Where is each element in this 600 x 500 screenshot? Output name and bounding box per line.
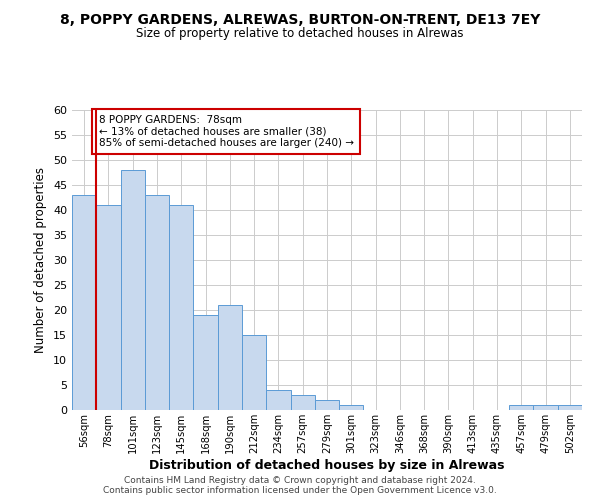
Text: Contains HM Land Registry data © Crown copyright and database right 2024.: Contains HM Land Registry data © Crown c… bbox=[124, 476, 476, 485]
Bar bbox=[339, 405, 364, 410]
Bar bbox=[266, 390, 290, 410]
Bar bbox=[121, 170, 145, 410]
Bar bbox=[96, 205, 121, 410]
Bar bbox=[242, 335, 266, 410]
Text: Contains public sector information licensed under the Open Government Licence v3: Contains public sector information licen… bbox=[103, 486, 497, 495]
X-axis label: Distribution of detached houses by size in Alrewas: Distribution of detached houses by size … bbox=[149, 458, 505, 471]
Text: 8, POPPY GARDENS, ALREWAS, BURTON-ON-TRENT, DE13 7EY: 8, POPPY GARDENS, ALREWAS, BURTON-ON-TRE… bbox=[60, 12, 540, 26]
Bar bbox=[218, 305, 242, 410]
Bar bbox=[509, 405, 533, 410]
Bar bbox=[290, 395, 315, 410]
Bar bbox=[315, 400, 339, 410]
Bar bbox=[72, 195, 96, 410]
Bar bbox=[145, 195, 169, 410]
Y-axis label: Number of detached properties: Number of detached properties bbox=[34, 167, 47, 353]
Bar bbox=[169, 205, 193, 410]
Bar bbox=[533, 405, 558, 410]
Bar bbox=[558, 405, 582, 410]
Text: 8 POPPY GARDENS:  78sqm
← 13% of detached houses are smaller (38)
85% of semi-de: 8 POPPY GARDENS: 78sqm ← 13% of detached… bbox=[99, 115, 354, 148]
Bar bbox=[193, 315, 218, 410]
Text: Size of property relative to detached houses in Alrewas: Size of property relative to detached ho… bbox=[136, 28, 464, 40]
